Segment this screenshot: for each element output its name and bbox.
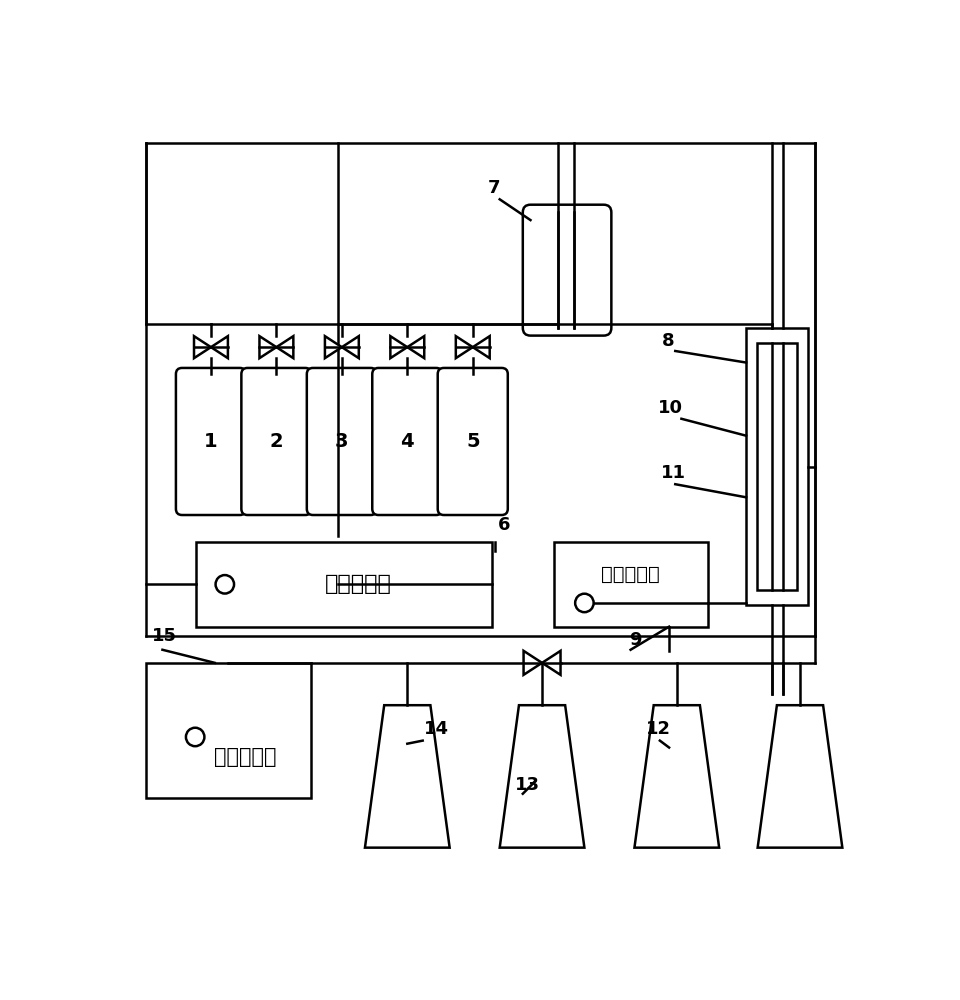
Text: 烟气分析仪: 烟气分析仪 <box>213 747 276 767</box>
Text: 12: 12 <box>646 720 671 738</box>
Circle shape <box>216 575 234 594</box>
Bar <box>196 542 492 627</box>
Text: 流量调节仪: 流量调节仪 <box>325 574 392 594</box>
Polygon shape <box>259 336 276 358</box>
Polygon shape <box>635 705 719 848</box>
Bar <box>554 542 708 627</box>
Polygon shape <box>342 336 359 358</box>
Text: 6: 6 <box>498 516 511 534</box>
Text: 15: 15 <box>152 627 177 645</box>
FancyBboxPatch shape <box>307 368 377 515</box>
Polygon shape <box>757 705 842 848</box>
FancyBboxPatch shape <box>241 368 311 515</box>
Polygon shape <box>542 651 561 675</box>
Text: 11: 11 <box>661 464 686 482</box>
Text: 2: 2 <box>270 432 283 451</box>
Text: 4: 4 <box>400 432 414 451</box>
Polygon shape <box>365 705 449 848</box>
FancyBboxPatch shape <box>372 368 443 515</box>
Text: 9: 9 <box>629 631 641 649</box>
Text: 13: 13 <box>516 776 540 794</box>
Text: 5: 5 <box>466 432 480 451</box>
Text: 3: 3 <box>335 432 348 451</box>
Bar <box>756 343 797 590</box>
Polygon shape <box>407 336 424 358</box>
Polygon shape <box>523 651 542 675</box>
Circle shape <box>186 728 204 746</box>
Polygon shape <box>391 336 407 358</box>
Polygon shape <box>276 336 294 358</box>
Circle shape <box>575 594 593 612</box>
Polygon shape <box>324 336 342 358</box>
FancyBboxPatch shape <box>438 368 508 515</box>
Text: 8: 8 <box>661 332 674 350</box>
Text: 1: 1 <box>204 432 218 451</box>
Polygon shape <box>500 705 585 848</box>
Text: 温度调节器: 温度调节器 <box>601 565 660 584</box>
Polygon shape <box>194 336 211 358</box>
Bar <box>146 663 311 798</box>
Polygon shape <box>472 336 490 358</box>
Text: 10: 10 <box>658 399 683 417</box>
FancyBboxPatch shape <box>523 205 612 336</box>
Bar <box>746 328 807 605</box>
Text: 14: 14 <box>424 720 449 738</box>
FancyBboxPatch shape <box>176 368 246 515</box>
Text: 7: 7 <box>488 179 501 197</box>
Polygon shape <box>211 336 228 358</box>
Polygon shape <box>456 336 472 358</box>
